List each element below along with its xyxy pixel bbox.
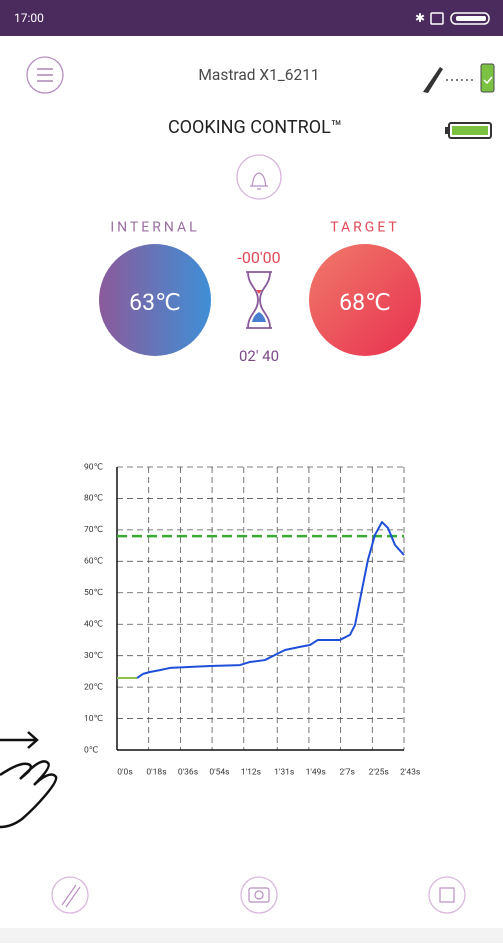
timer-remaining: -00'00 <box>237 248 280 267</box>
probe-status[interactable] <box>423 64 494 93</box>
bluetooth-icon: ✱ <box>415 11 425 25</box>
y-tick-label: 40℃ <box>84 619 104 629</box>
x-tick-label: 0'18s <box>146 767 166 777</box>
page: { "status_bar": {"time": "17:00"}, "head… <box>0 0 503 943</box>
x-tick-label: 1'31s <box>274 767 294 777</box>
status-time: 17:00 <box>14 11 44 25</box>
camera-button[interactable] <box>241 877 277 913</box>
status-bar <box>0 0 503 36</box>
x-tick-label: 1'49s <box>306 767 326 777</box>
y-tick-label: 60℃ <box>84 557 104 567</box>
battery-level <box>456 16 486 21</box>
screen: 17:00 ✱ Mastrad X1_6211 COOKING CONTROL™… <box>0 0 503 943</box>
nav-bar <box>0 928 503 943</box>
stop-button[interactable] <box>429 877 465 913</box>
x-tick-label: 1'12s <box>241 767 261 777</box>
hourglass <box>246 272 272 328</box>
menu-button[interactable] <box>27 57 63 93</box>
target-label: TARGET <box>330 220 400 236</box>
y-tick-label: 10℃ <box>84 714 104 724</box>
internal-label: INTERNAL <box>110 220 199 236</box>
temperature-chart: 0℃ 10℃ 20℃ 30℃ 40℃ 50℃ 60℃ 70℃ 80℃ 90℃ 0'0s 0'18s 0'… <box>84 462 420 777</box>
x-tick-label: 0'0s <box>117 767 132 777</box>
y-tick-label: 90℃ <box>84 462 104 472</box>
x-tick-label: 2'43s <box>400 767 420 777</box>
swipe-hint <box>0 732 56 827</box>
y-tick-label: 20℃ <box>84 682 104 692</box>
probe-battery <box>445 123 491 138</box>
x-tick-label: 2'7s <box>339 767 354 777</box>
y-tick-label: 80℃ <box>84 494 104 504</box>
target-value: 68℃ <box>339 289 391 316</box>
alarm-button[interactable] <box>237 155 281 199</box>
internal-value: 63℃ <box>129 289 181 316</box>
x-tick-label: 0'36s <box>178 767 198 777</box>
timer-elapsed: 02' 40 <box>239 347 279 365</box>
y-tick-label: 30℃ <box>84 651 104 661</box>
y-tick-label: 50℃ <box>84 588 104 598</box>
probe-button[interactable] <box>52 877 88 913</box>
mode-title: COOKING CONTROL™ <box>168 117 342 138</box>
y-tick-label: 0℃ <box>84 745 99 755</box>
x-tick-label: 2'25s <box>369 767 389 777</box>
temperature-line <box>137 522 404 678</box>
x-tick-label: 0'54s <box>209 767 229 777</box>
y-tick-label: 70℃ <box>84 525 104 535</box>
device-title: Mastrad X1_6211 <box>198 66 319 84</box>
